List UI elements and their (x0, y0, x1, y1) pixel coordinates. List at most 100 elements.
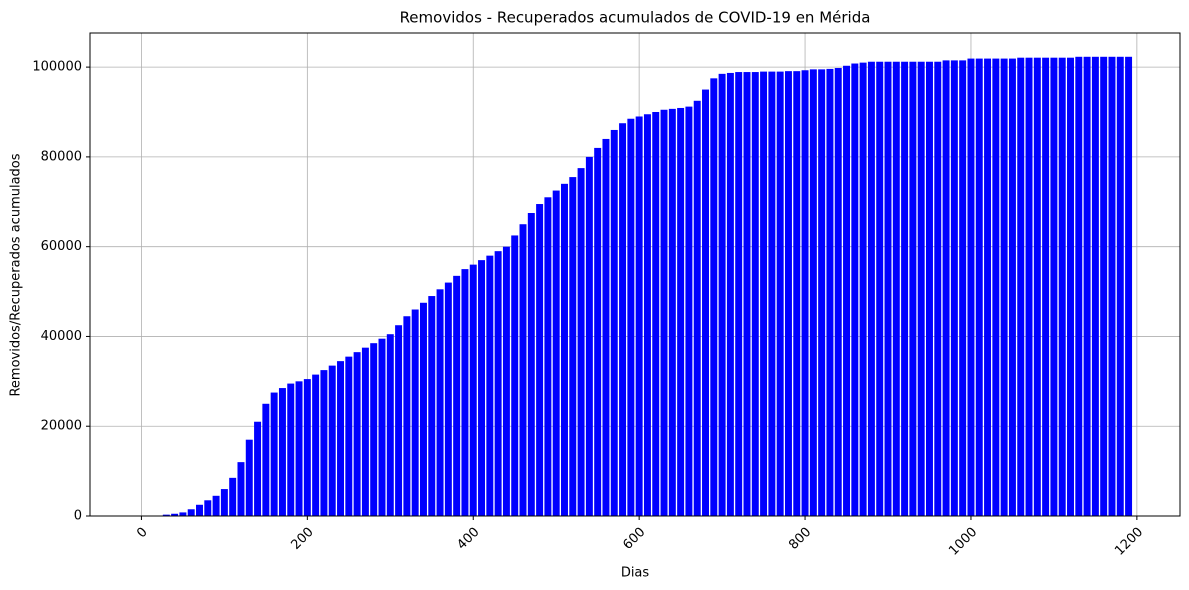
bar (254, 421, 262, 516)
bar (179, 512, 187, 516)
bar (685, 106, 693, 517)
bar (594, 147, 602, 517)
bar (328, 365, 336, 516)
bar (187, 509, 195, 516)
bar (876, 61, 884, 516)
x-tick-label: 400 (454, 525, 482, 553)
bar (975, 58, 983, 517)
bar (544, 197, 552, 517)
bar (519, 224, 527, 516)
bar (635, 116, 643, 517)
bar (1091, 56, 1099, 516)
bar (229, 477, 237, 516)
bar (436, 289, 444, 516)
bar (726, 72, 734, 516)
bar (826, 68, 834, 517)
bar (486, 255, 494, 516)
bar (585, 156, 593, 516)
x-axis-label: Dias (621, 566, 650, 581)
x-tick-label: 1000 (946, 525, 980, 559)
bar (967, 58, 975, 517)
bar (494, 251, 502, 516)
bar (652, 112, 660, 516)
bar (196, 504, 203, 516)
bar (643, 114, 651, 516)
bar (419, 302, 427, 516)
bar (677, 107, 685, 517)
bar (768, 71, 776, 516)
bar (1042, 57, 1050, 517)
bar (561, 183, 568, 517)
bar (444, 282, 452, 516)
x-tick-label: 600 (620, 525, 648, 553)
bar (660, 109, 668, 517)
bar (1025, 57, 1033, 517)
bar (619, 123, 627, 517)
bar (884, 61, 892, 516)
bar (536, 204, 544, 516)
bar (461, 269, 469, 516)
bar (337, 361, 345, 516)
bar (353, 352, 361, 516)
x-tick-label: 200 (288, 525, 316, 553)
bar (950, 60, 958, 517)
y-axis-label: Removidos/Recuperados acumulados (9, 153, 24, 396)
bar (610, 129, 618, 516)
bar (834, 68, 842, 517)
bar (278, 388, 286, 516)
bar (511, 235, 519, 516)
bar (917, 61, 925, 516)
y-tick-label: 40000 (41, 329, 82, 344)
bar (809, 69, 817, 516)
bar (702, 89, 709, 516)
bar (370, 343, 378, 516)
bar (502, 246, 510, 517)
bar (1108, 56, 1116, 516)
bar (527, 213, 535, 516)
bar (710, 78, 718, 516)
bar (735, 72, 743, 516)
bar (925, 61, 933, 516)
y-tick-label: 100000 (32, 60, 82, 75)
bar (361, 347, 369, 516)
bar (801, 70, 809, 516)
bar (312, 374, 320, 516)
bar (1083, 56, 1091, 516)
bar (204, 500, 212, 516)
bar (1100, 56, 1108, 516)
bar (552, 190, 560, 517)
bar (818, 69, 826, 516)
bar (1116, 56, 1124, 516)
bar (892, 61, 900, 516)
bar (469, 264, 477, 516)
bar (220, 489, 228, 516)
y-tick-label: 0 (74, 509, 82, 524)
bar (1075, 56, 1083, 516)
bar (403, 316, 411, 516)
x-tick-label: 1200 (1112, 525, 1146, 559)
bar (287, 383, 295, 516)
bar (270, 392, 278, 516)
bar (1125, 56, 1133, 516)
y-tick-label: 80000 (41, 149, 82, 164)
bar (1050, 57, 1058, 517)
bar (942, 60, 950, 517)
bar (851, 63, 859, 516)
bar (303, 379, 311, 516)
bar (1067, 57, 1074, 517)
y-tick-label: 60000 (41, 239, 82, 254)
bar (577, 168, 585, 516)
bar (901, 61, 909, 516)
bar (992, 58, 1000, 517)
bar (1017, 57, 1025, 517)
bar (428, 296, 436, 516)
bar (668, 108, 676, 517)
x-tick-label: 800 (786, 525, 814, 553)
bar (1000, 58, 1008, 517)
bar (909, 61, 917, 516)
bar (784, 71, 792, 516)
bar (212, 495, 220, 516)
bar (320, 370, 328, 516)
